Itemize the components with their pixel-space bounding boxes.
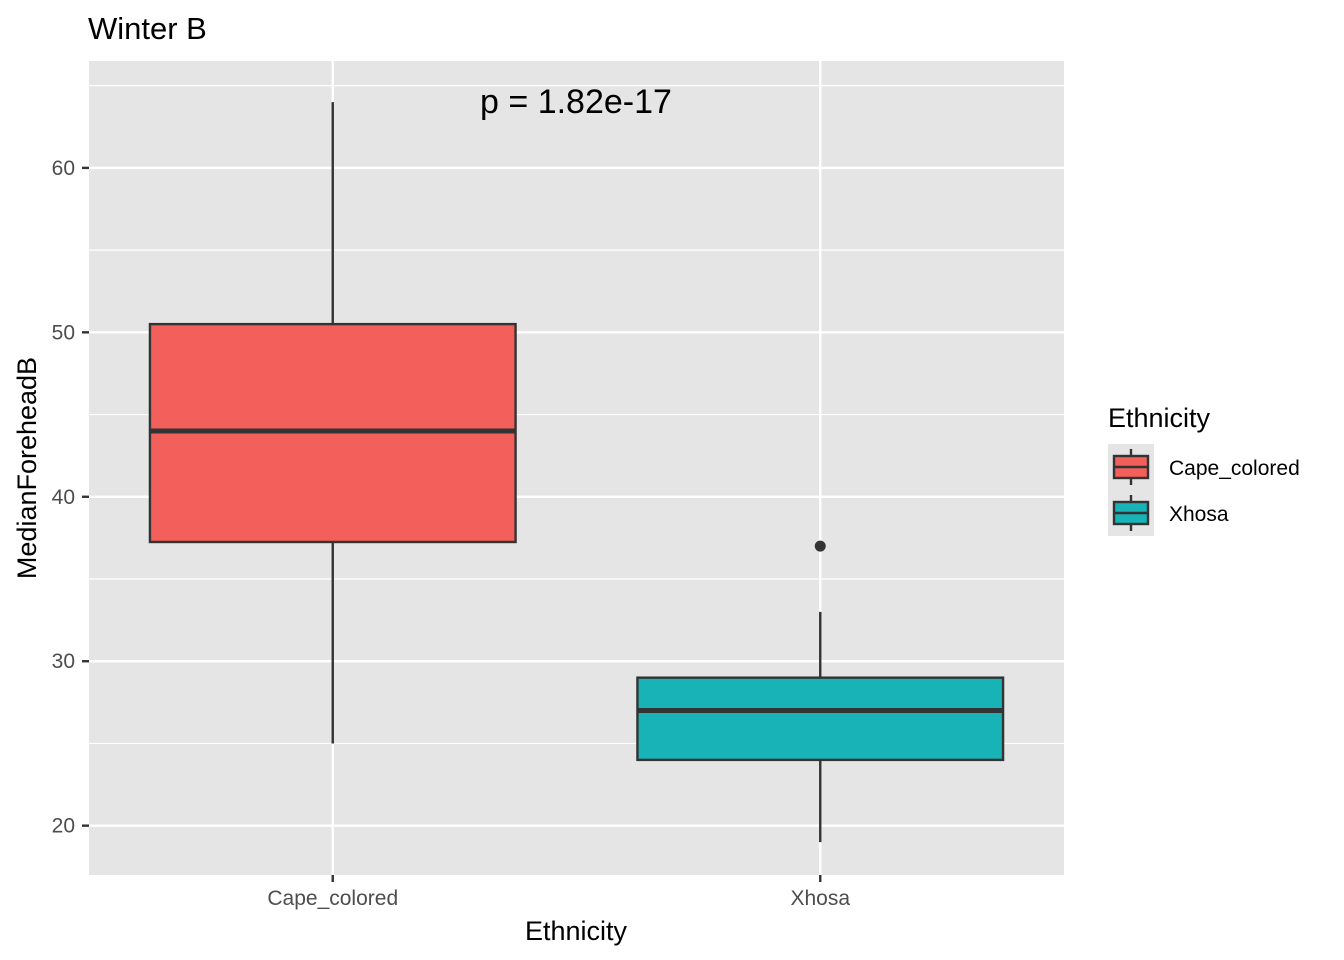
legend-keys [1112, 449, 1150, 531]
chart-title: Winter B [88, 11, 207, 46]
x-axis: Cape_colored Xhosa [267, 875, 850, 910]
p-value-annotation: p = 1.82e-17 [480, 83, 672, 121]
box-group-xhosa [636, 540, 1005, 843]
y-tick-label: 60 [52, 157, 75, 180]
legend-key-xhosa [1112, 495, 1150, 531]
y-axis-title: MedianForeheadB [12, 357, 42, 579]
legend-label-cape-colored: Cape_colored [1169, 457, 1300, 480]
x-axis-title: Ethnicity [525, 916, 628, 946]
y-tick-label: 40 [52, 486, 75, 509]
legend-title: Ethnicity [1108, 403, 1211, 433]
y-axis: 20 30 40 50 60 [52, 157, 89, 838]
x-tick-label: Xhosa [790, 887, 850, 910]
legend-key-cape-colored [1112, 449, 1150, 485]
x-tick-label: Cape_colored [267, 887, 398, 910]
box-iqr [636, 676, 1005, 762]
outlier-point [814, 540, 826, 552]
y-tick-label: 30 [52, 650, 75, 673]
legend-label-xhosa: Xhosa [1169, 503, 1229, 526]
y-tick-label: 20 [52, 815, 75, 838]
boxes [148, 102, 1005, 843]
legend: Ethnicity Cape_colored Xhosa [1108, 403, 1300, 536]
y-tick-label: 50 [52, 321, 75, 344]
box-group-cape-colored [148, 102, 517, 744]
